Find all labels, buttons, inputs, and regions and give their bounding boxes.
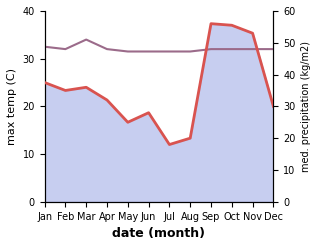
Y-axis label: max temp (C): max temp (C) bbox=[7, 68, 17, 145]
Y-axis label: med. precipitation (kg/m2): med. precipitation (kg/m2) bbox=[301, 41, 311, 172]
X-axis label: date (month): date (month) bbox=[113, 227, 205, 240]
